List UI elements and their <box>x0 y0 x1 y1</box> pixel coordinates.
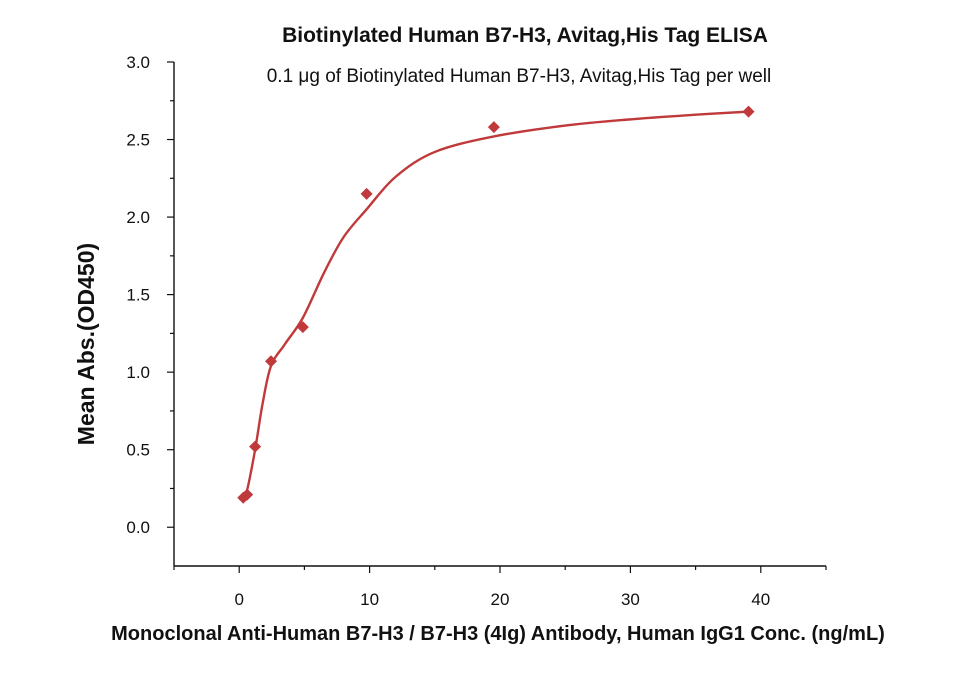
data-point <box>360 187 373 200</box>
y-tick-label: 2.0 <box>126 208 150 227</box>
x-tick-label: 40 <box>751 590 770 609</box>
chart-subtitle: 0.1 μg of Biotinylated Human B7-H3, Avit… <box>267 66 772 87</box>
x-axis-label: Monoclonal Anti-Human B7-H3 / B7-H3 (4Ig… <box>111 623 885 645</box>
x-ticks: 0 10 20 30 40 <box>173 566 827 609</box>
y-axis-label: Mean Abs.(OD450) <box>73 243 99 445</box>
fit-curve <box>242 110 749 500</box>
x-tick-label: 30 <box>621 590 640 609</box>
fit-curve-group <box>242 110 749 500</box>
x-tick-label: 10 <box>360 590 379 609</box>
y-tick-label: 1.0 <box>126 363 150 382</box>
y-tick-label: 3.0 <box>126 53 150 72</box>
x-tick-label: 20 <box>491 590 510 609</box>
data-point <box>487 121 500 134</box>
data-point <box>265 355 278 368</box>
data-point <box>249 440 262 453</box>
y-tick-label: 2.5 <box>126 131 150 150</box>
x-tick-label: 0 <box>234 590 243 609</box>
chart-title: Biotinylated Human B7-H3, Avitag,His Tag… <box>282 24 768 47</box>
y-tick-label: 0.0 <box>126 518 150 537</box>
y-tick-label: 1.5 <box>126 286 150 305</box>
data-point <box>241 488 254 501</box>
data-point <box>742 105 755 118</box>
y-ticks: 0.0 0.5 1.0 1.5 2.0 2.5 3.0 <box>126 53 174 537</box>
data-point <box>296 321 309 334</box>
y-tick-label: 0.5 <box>126 441 150 460</box>
data-points <box>237 105 755 504</box>
